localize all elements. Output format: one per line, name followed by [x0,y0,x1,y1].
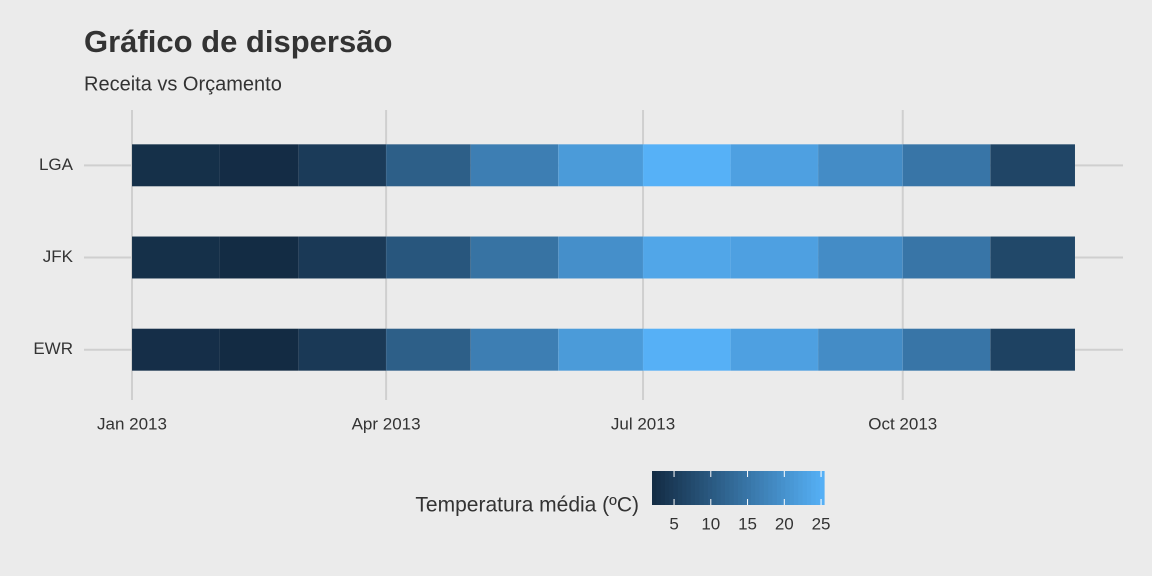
colorbar-segment [738,471,743,505]
tile [817,328,904,371]
x-tick-label: Jan 2013 [97,414,167,433]
colorbar-segment [819,471,825,505]
colorbar-segment [720,471,726,505]
colorbar-segment [798,471,804,505]
colorbar-segment [811,471,816,505]
colorbar-segment [742,471,748,505]
tile [642,328,731,371]
colorbar-segment [707,471,713,505]
tile [902,328,991,371]
colorbar-segment [815,471,821,505]
colorbar-segment [695,471,700,505]
colorbar-segment [755,471,761,505]
tile [902,144,991,187]
tile [730,144,819,187]
colorbar-segment [699,471,705,505]
tile [902,236,991,279]
tile [219,328,299,371]
colorbar-segment [725,471,730,505]
tile [558,328,644,371]
colorbar-segment [669,471,675,505]
colorbar-segment [768,471,773,505]
chart-title: Gráfico de dispersão [84,24,392,59]
tile [470,328,559,371]
tile [298,236,387,279]
tile [219,236,299,279]
colorbar-segment [763,471,769,505]
legend-tick-label: 25 [812,514,831,533]
tile [642,144,731,187]
colorbar-segment [677,471,683,505]
tile [817,236,904,279]
tile [385,328,472,371]
tile [730,236,819,279]
colorbar-segment [802,471,808,505]
colorbar-segment [664,471,670,505]
tile [470,236,559,279]
colorbar-segment [673,471,679,505]
colorbar-segment [729,471,735,505]
colorbar-segment [785,471,791,505]
tile [385,144,472,187]
tile [990,328,1076,371]
colorbar-segment [746,471,752,505]
chart-subtitle: Receita vs Orçamento [84,73,282,95]
tile [558,144,644,187]
legend-tick-label: 10 [701,514,720,533]
colorbar-segment [781,471,786,505]
colorbar-segment [682,471,687,505]
colorbar-segment [733,471,739,505]
colorbar-segment [789,471,795,505]
tile [990,236,1076,279]
y-tick-label: JFK [43,247,74,266]
tile [131,144,220,187]
tile [558,236,644,279]
colorbar-segment [652,471,657,505]
colorbar-segment [759,471,765,505]
tile [817,144,904,187]
tile [219,144,299,187]
x-tick-label: Apr 2013 [352,414,421,433]
colorbar-segment [690,471,696,505]
legend-tick-label: 15 [738,514,757,533]
colorbar-segment [750,471,756,505]
legend-tick-label: 5 [669,514,678,533]
colorbar-segment [806,471,812,505]
tile [642,236,731,279]
colorbar-segment [660,471,666,505]
legend-title: Temperatura média (ºC) [415,494,639,517]
colorbar-segment [656,471,662,505]
colorbar-segment [712,471,718,505]
x-tick-label: Jul 2013 [611,414,675,433]
colorbar-segment [686,471,692,505]
tile [131,236,220,279]
tile [470,144,559,187]
colorbar-segment [716,471,722,505]
colorbar-segment [776,471,782,505]
colorbar-segment [703,471,709,505]
legend-tick-label: 20 [775,514,794,533]
tile [298,328,387,371]
colorbar-segment [793,471,799,505]
tile [298,144,387,187]
x-tick-label: Oct 2013 [868,414,937,433]
y-tick-label: LGA [39,155,74,174]
tile [385,236,472,279]
tile [730,328,819,371]
tile [990,144,1076,187]
y-tick-label: EWR [33,339,73,358]
colorbar-segment [772,471,778,505]
tile [131,328,220,371]
